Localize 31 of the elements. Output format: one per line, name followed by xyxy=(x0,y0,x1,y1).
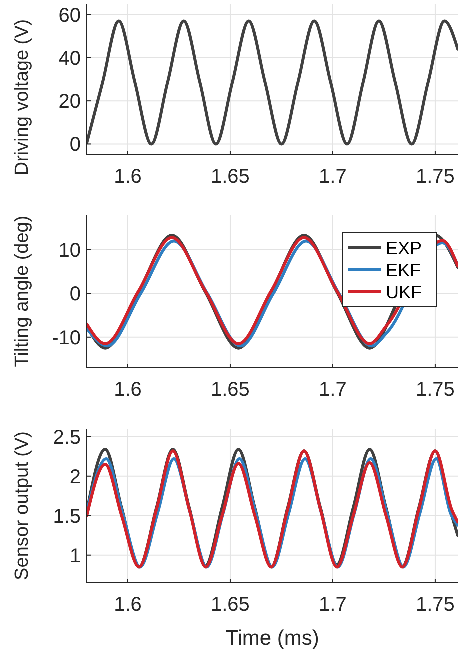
legend-label: EKF xyxy=(386,260,422,280)
y-tick-label: 60 xyxy=(58,4,81,27)
legend-label: EXP xyxy=(386,238,422,258)
x-tick-label: 1.6 xyxy=(114,166,142,188)
y-tick-label: 10 xyxy=(58,240,81,262)
y-tick-label: 1.5 xyxy=(53,506,81,528)
line-series xyxy=(87,20,458,146)
y-tick-label: 2.5 xyxy=(53,426,81,449)
x-tick-label: 1.6 xyxy=(114,379,142,401)
y-tick-label: -10 xyxy=(52,327,81,350)
x-tick-label: 1.7 xyxy=(319,166,347,188)
x-tick-label: 1.75 xyxy=(416,166,455,188)
y-tick-label: 1 xyxy=(70,545,81,568)
x-tick-label: 1.6 xyxy=(114,594,142,616)
x-tick-label: 1.75 xyxy=(416,379,455,401)
x-tick-label: 1.65 xyxy=(211,379,250,401)
y-axis-title: Sensor output (V) xyxy=(12,432,33,580)
x-tick-label: 1.75 xyxy=(416,594,455,616)
x-axis-title: Time (ms) xyxy=(226,627,320,650)
y-axis-title: Driving voltage (V) xyxy=(12,19,33,176)
x-tick-label: 1.65 xyxy=(211,594,250,616)
y-tick-label: 40 xyxy=(58,48,81,70)
y-tick-label: 20 xyxy=(58,91,81,114)
y-tick-label: 2 xyxy=(70,466,81,488)
x-tick-label: 1.7 xyxy=(319,379,347,401)
y-tick-label: 0 xyxy=(70,134,81,156)
x-tick-label: 1.65 xyxy=(211,166,250,188)
legend-label: UKF xyxy=(386,282,422,302)
y-tick-label: 0 xyxy=(70,284,81,306)
x-tick-label: 1.7 xyxy=(319,594,347,616)
y-axis-title: Tilting angle (deg) xyxy=(12,216,33,368)
